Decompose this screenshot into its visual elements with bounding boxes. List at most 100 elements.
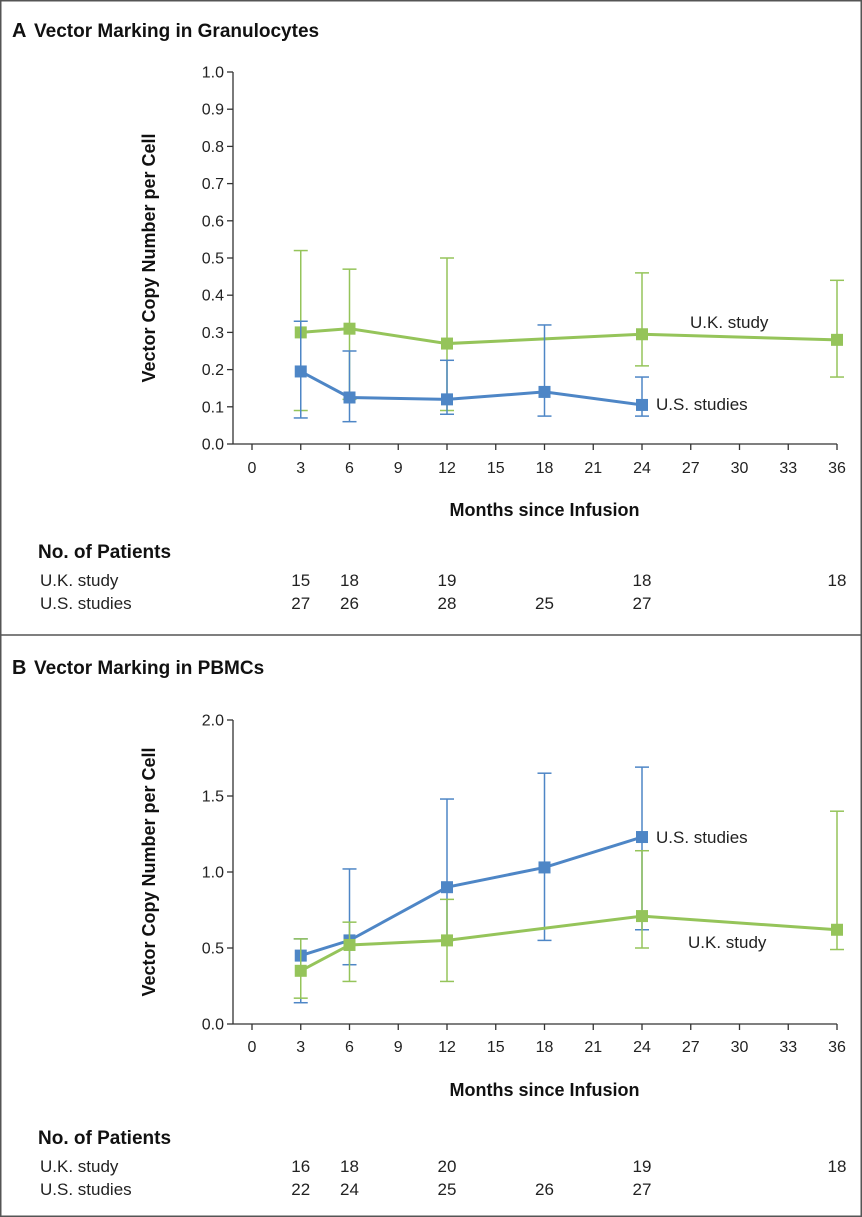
- x-tick-label: 6: [345, 460, 354, 477]
- x-tick-label: 21: [584, 460, 602, 477]
- y-tick-label: 2.0: [202, 713, 224, 730]
- patients-count: 22: [291, 1180, 310, 1199]
- y-tick-label: 1.0: [202, 65, 224, 82]
- x-tick-label: 9: [394, 460, 403, 477]
- patients-row-label: U.K. study: [40, 1157, 119, 1176]
- data-point: [831, 333, 843, 346]
- y-tick-label: 0.6: [202, 213, 224, 230]
- data-point: [636, 398, 648, 411]
- y-tick-label: 0.7: [202, 176, 224, 193]
- x-tick-label: 0: [248, 460, 257, 477]
- x-tick-label: 15: [487, 460, 505, 477]
- panel-a-title: Vector Marking in Granulocytes: [34, 21, 319, 42]
- patients-count: 25: [438, 1180, 457, 1199]
- y-tick-label: 0.0: [202, 1017, 224, 1034]
- patients-count: 19: [633, 1157, 652, 1176]
- data-point: [831, 923, 843, 936]
- y-tick-label: 0.5: [202, 251, 224, 268]
- patients-count: 26: [535, 1180, 554, 1199]
- x-tick-label: 30: [731, 460, 749, 477]
- x-axis-title: Months since Infusion: [449, 1080, 639, 1100]
- x-tick-label: 12: [438, 1039, 456, 1056]
- patients-count: 27: [291, 594, 310, 613]
- panel-a-patients-heading: No. of Patients: [38, 542, 171, 563]
- panel-b-title: Vector Marking in PBMCs: [34, 658, 264, 679]
- series-label: U.S. studies: [656, 395, 748, 414]
- panel-b-letter: B: [12, 657, 26, 679]
- panel-a: A Vector Marking in Granulocytes 0.0 0.1 0…: [12, 20, 846, 613]
- chart-a: 0.00.10.20.30.40.50.60.70.80.91.00 3 6 9 12 1…: [139, 65, 846, 521]
- series-uk: U.K. study: [293, 249, 844, 412]
- data-point: [636, 910, 648, 923]
- patients-row-label: U.S. studies: [40, 1180, 132, 1199]
- panel-b-patients: U.K. study 16 18 20 19 18 U.S. studies 22 24 25 26…: [40, 1157, 846, 1199]
- data-point: [343, 322, 356, 335]
- y-tick-label: 0.1: [202, 399, 224, 416]
- y-tick-label: 0.3: [202, 325, 224, 342]
- x-tick-label: 18: [536, 1039, 554, 1056]
- patients-count: 18: [828, 1157, 847, 1176]
- y-axis-title: Vector Copy Number per Cell: [139, 747, 159, 996]
- y-axis-title: Vector Copy Number per Cell: [139, 133, 159, 382]
- x-tick-label: 27: [682, 1039, 700, 1056]
- patients-count: 15: [291, 571, 310, 590]
- data-point: [343, 938, 356, 951]
- series-label: U.K. study: [688, 933, 767, 952]
- x-tick-label: 24: [633, 1039, 651, 1056]
- patients-count: 26: [340, 594, 359, 613]
- y-tick-label: 1.0: [202, 865, 224, 882]
- data-point: [294, 365, 307, 378]
- data-point: [294, 964, 307, 977]
- patients-count: 18: [828, 571, 847, 590]
- patients-count: 28: [438, 594, 457, 613]
- y-tick-label: 0.5: [202, 941, 224, 958]
- x-tick-label: 12: [438, 460, 456, 477]
- data-point: [441, 934, 453, 947]
- data-point: [441, 881, 453, 894]
- x-tick-label: 33: [779, 1039, 797, 1056]
- patients-count: 20: [438, 1157, 457, 1176]
- patients-count: 18: [340, 1157, 359, 1176]
- patients-row-label: U.K. study: [40, 571, 119, 590]
- x-tick-label: 9: [394, 1039, 403, 1056]
- x-tick-label: 27: [682, 460, 700, 477]
- x-tick-label: 33: [779, 460, 797, 477]
- x-tick-label: 36: [828, 460, 846, 477]
- data-point: [636, 831, 648, 844]
- series-us: U.S. studies: [293, 320, 748, 423]
- panel-b-patients-heading: No. of Patients: [38, 1128, 171, 1149]
- x-tick-label: 3: [296, 1039, 305, 1056]
- x-tick-label: 3: [296, 460, 305, 477]
- data-point: [343, 391, 356, 404]
- patients-row-label: U.S. studies: [40, 594, 132, 613]
- x-tick-label: 36: [828, 1039, 846, 1056]
- x-tick-label: 18: [536, 460, 554, 477]
- x-tick-label: 21: [584, 1039, 602, 1056]
- patients-count: 27: [633, 594, 652, 613]
- x-tick-label: 0: [248, 1039, 257, 1056]
- patients-count: 27: [633, 1180, 652, 1199]
- patients-count: 18: [340, 571, 359, 590]
- y-tick-label: 0.8: [202, 139, 224, 156]
- series-label: U.K. study: [690, 313, 769, 332]
- patients-count: 19: [438, 571, 457, 590]
- x-tick-label: 15: [487, 1039, 505, 1056]
- y-tick-label: 0.9: [202, 102, 224, 119]
- data-point: [441, 393, 453, 406]
- x-axis-title: Months since Infusion: [449, 500, 639, 520]
- x-tick-label: 24: [633, 460, 651, 477]
- panel-a-patients: U.K. study 15 18 19 18 18 U.S. studies 27 26 28 25…: [40, 571, 846, 613]
- patients-count: 25: [535, 594, 554, 613]
- y-tick-label: 0.2: [202, 362, 224, 379]
- data-point: [538, 861, 551, 874]
- panel-a-letter: A: [12, 20, 26, 42]
- patients-count: 18: [633, 571, 652, 590]
- chart-b: 0.00.51.01.52.00 3 6 9 12 15 18 21 24 27 30 33 36Mon…: [139, 713, 846, 1101]
- y-tick-label: 0.4: [202, 288, 224, 305]
- data-point: [441, 337, 453, 350]
- patients-count: 16: [291, 1157, 310, 1176]
- y-tick-label: 1.5: [202, 789, 224, 806]
